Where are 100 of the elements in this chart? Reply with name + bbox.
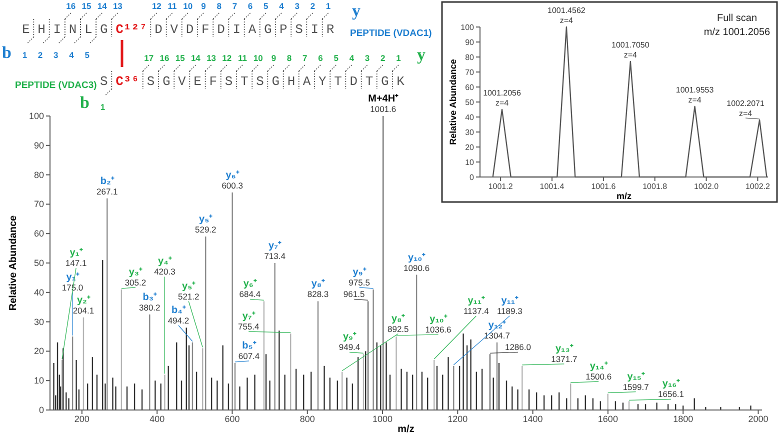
annotation: 713.4	[264, 251, 286, 261]
x-tick-label: 1400	[522, 414, 543, 424]
annotation: m/z 1001.2056	[704, 27, 771, 38]
text: b	[80, 93, 90, 112]
annotation: y₈⁺	[392, 313, 406, 324]
x-tick-label: 200	[74, 414, 90, 424]
text: 17 16 15 14 13 12 11 10 9 8 7 6 5 4 3 2 1	[144, 53, 401, 63]
annotation: b₂⁺	[100, 176, 115, 187]
x-tick-label: 1600	[598, 414, 618, 424]
annotation: b₃⁺	[142, 292, 158, 303]
text: 1	[100, 102, 106, 112]
annotation: y₁₄⁺	[590, 361, 608, 372]
annotation: 1036.6	[425, 324, 452, 334]
y-tick-label: 60	[34, 228, 44, 239]
x-tick-label: 1001.8	[642, 182, 668, 191]
annotation: 1001.9553	[676, 86, 714, 94]
annotation: y₅⁺	[182, 280, 196, 292]
y-axis-title: Relative Abundance	[448, 59, 458, 145]
x-tick-label: 800	[300, 414, 315, 424]
annotation: y₆⁺	[226, 170, 240, 181]
annotation: 267.1	[96, 186, 118, 196]
annotation: 1001.7050	[612, 40, 650, 50]
text: 16 15 14 13 12 11 10 9 8 7 6 5 4 3 2 1	[66, 1, 331, 11]
annotation: z=4	[738, 109, 753, 118]
annotation: y₁₁⁺	[501, 295, 520, 306]
annotation: z=4	[560, 16, 574, 25]
y-tick-label: 40	[465, 113, 475, 122]
y-tick-label: 80	[34, 170, 44, 180]
annotation: 1001.2056	[483, 88, 522, 98]
y-tick-label: 100	[28, 111, 44, 121]
y-tick-label: 90	[34, 140, 44, 150]
annotation: y₁₀⁺	[430, 314, 448, 325]
annotation: z=4	[624, 50, 638, 60]
y-tick-label: 30	[34, 316, 44, 327]
annotation: 529.2	[194, 224, 217, 235]
x-tick-label: 1002.0	[694, 182, 720, 191]
annotation: 1002.2071	[726, 99, 765, 108]
y-tick-label: 50	[34, 258, 44, 268]
text: b	[2, 43, 12, 62]
y-tick-label: 10	[465, 158, 475, 167]
annotation: 147.1	[65, 258, 87, 268]
annotation: 1500.6	[586, 372, 612, 382]
annotation: 380.2	[139, 302, 161, 312]
annotation: y₇⁺	[268, 240, 282, 252]
x-tick-label: 400	[150, 414, 165, 424]
y-tick-label: 20	[34, 346, 44, 356]
x-tick-label: 600	[224, 414, 240, 424]
annotation: 755.4	[238, 322, 260, 332]
annotation: 1371.7	[551, 354, 578, 364]
y-tick-label: 90	[465, 38, 475, 47]
y-tick-label: 70	[465, 68, 475, 77]
y-tick-label: 0	[38, 405, 44, 415]
y-tick-label: 80	[465, 53, 475, 62]
x-axis-title: m/z	[616, 191, 632, 201]
annotation: 600.3	[222, 180, 244, 190]
annotation: y₃⁺	[128, 266, 144, 278]
text: 1 2 3 4 5	[22, 50, 90, 60]
annotation: 420.3	[154, 266, 176, 277]
x-tick-label: 1000	[372, 414, 393, 424]
annotation: y₂⁺	[76, 294, 91, 306]
annotation: 1001.6	[370, 104, 396, 114]
y-axis-title: Relative Abundance	[8, 214, 19, 311]
annotation: y₁₆⁺	[662, 378, 681, 390]
y-tick-label: 70	[34, 199, 44, 210]
annotation: z=4	[688, 96, 702, 104]
y-tick-label: 10	[34, 376, 44, 386]
annotation: 961.5	[343, 289, 365, 300]
annotation: y₁⁺	[70, 248, 84, 259]
text: S C³⁶ S G V E F S T S G H A Y T D T G K	[100, 74, 404, 89]
y-tick-label: 50	[465, 98, 475, 107]
annotation: y₁₁⁺	[468, 296, 486, 307]
annotation: y₄⁺	[158, 256, 172, 268]
x-tick-label: 1001.6	[591, 182, 616, 191]
annotation: z=4	[495, 98, 510, 108]
annotation: y₉⁺	[352, 266, 367, 278]
x-tick-label: 1800	[673, 414, 694, 424]
annotation: 521.2	[178, 291, 200, 302]
annotation: 1286.0	[504, 342, 532, 352]
annotation: y₅⁺	[199, 214, 214, 226]
annotation: 892.5	[387, 324, 410, 334]
annotation: M+4H⁺	[368, 94, 400, 104]
annotation: 1001.4562	[548, 6, 586, 15]
annotation: 1189.3	[496, 306, 523, 316]
x-tick-label: 1001.4	[540, 182, 565, 191]
y-tick-label: 0	[470, 173, 475, 182]
annotation: 975.5	[348, 277, 370, 288]
annotation: b₄⁺	[172, 304, 186, 316]
annotation: y₈⁺	[311, 278, 326, 290]
annotation: 1137.4	[463, 306, 490, 316]
annotation: 494.2	[168, 315, 190, 326]
annotation: b₅⁺	[242, 340, 257, 352]
y-tick-label: 60	[465, 83, 475, 92]
y-tick-label: 40	[34, 287, 44, 298]
text: PEPTIDE (VDAC3)	[15, 80, 97, 91]
annotation: 949.4	[338, 342, 360, 352]
annotation: y₇⁺	[242, 311, 256, 322]
annotation: 828.3	[307, 289, 329, 300]
x-tick-label: 2000	[748, 414, 768, 424]
annotation: y₁₃⁺	[556, 343, 574, 354]
text: y	[352, 1, 361, 20]
